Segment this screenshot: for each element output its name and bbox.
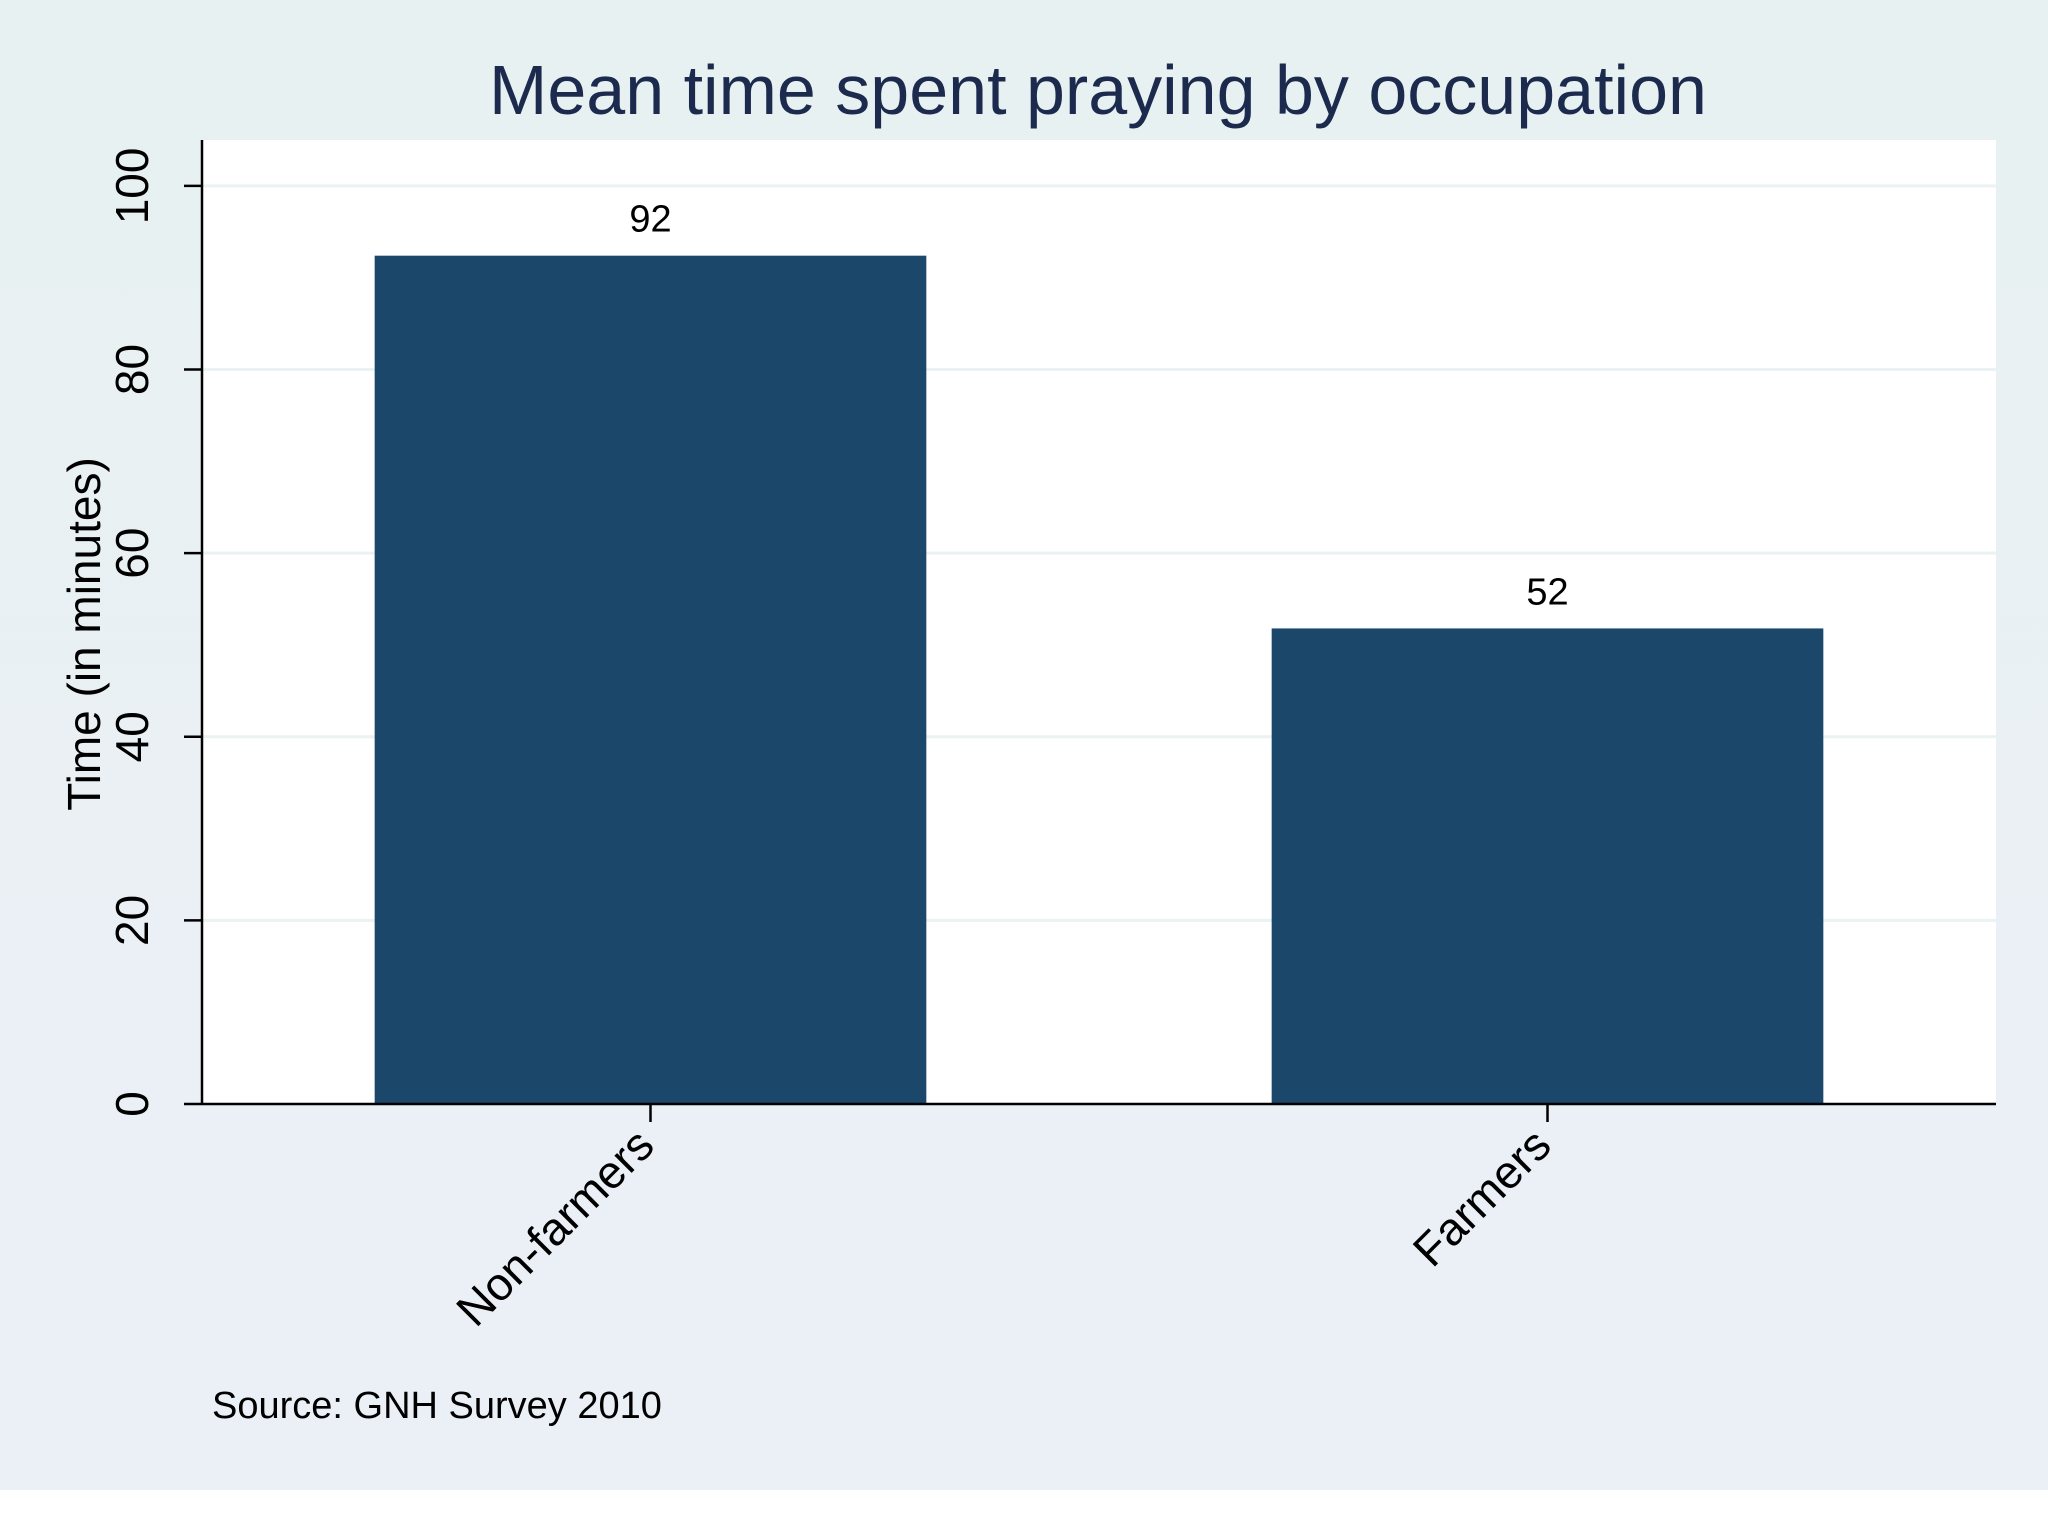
- bars: 92 52: [374, 199, 1824, 1104]
- y-tick-label-60: 60: [106, 528, 158, 579]
- y-tick-label-0: 0: [106, 1091, 158, 1117]
- bar-non-farmers: [374, 255, 927, 1104]
- bar-value-label-non-farmers: 92: [629, 199, 671, 241]
- bar-chart: Mean time spent praying by occupation 92…: [0, 0, 2048, 1490]
- y-axis-title: Time (in minutes): [58, 457, 110, 811]
- source-note: Source: GNH Survey 2010: [212, 1385, 662, 1427]
- y-tick-label-20: 20: [106, 895, 158, 946]
- y-tick-label-40: 40: [106, 711, 158, 762]
- bar-value-label-farmers: 52: [1526, 571, 1568, 613]
- chart-title: Mean time spent praying by occupation: [489, 51, 1707, 129]
- bar-farmers: [1271, 628, 1824, 1104]
- y-tick-label-100: 100: [106, 148, 158, 225]
- chart-background: Mean time spent praying by occupation 92…: [0, 0, 2048, 1490]
- y-tick-label-80: 80: [106, 344, 158, 395]
